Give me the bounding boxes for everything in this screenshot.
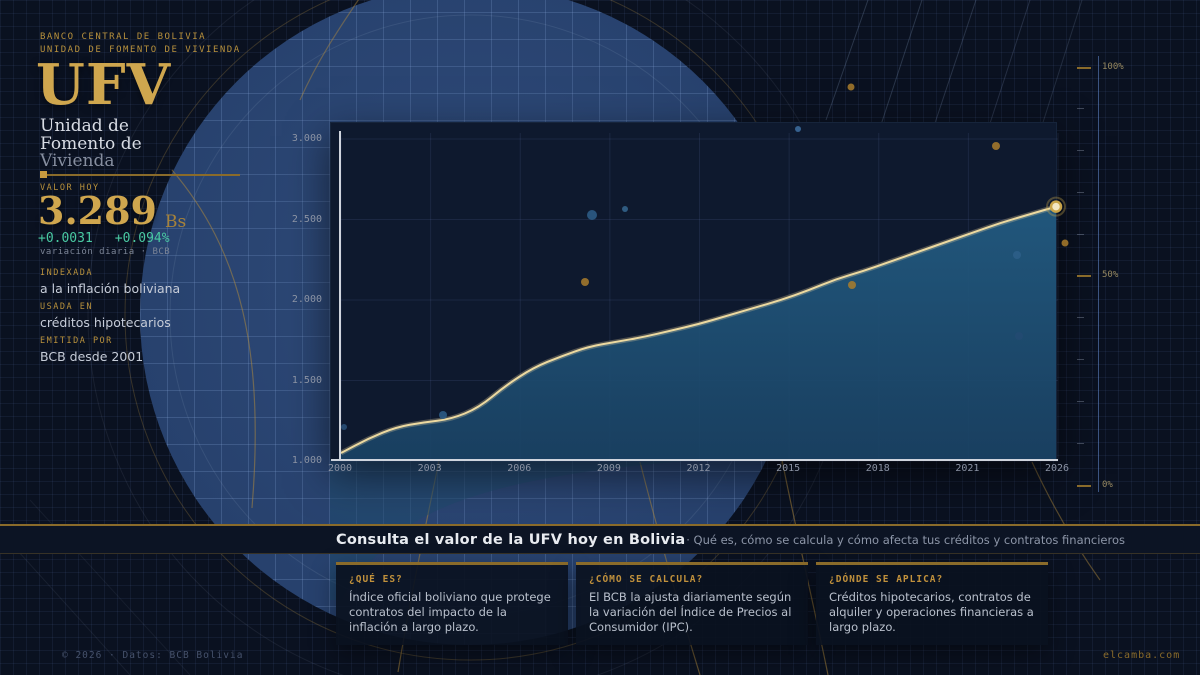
- y-tick-label: 1.500: [291, 374, 322, 386]
- ruler-minor-tick: [1077, 443, 1084, 444]
- fact-text: a la inflación boliviana: [40, 281, 181, 296]
- ufv-current-value: 3.289: [38, 188, 157, 233]
- full-name-line1: Unidad de: [40, 116, 129, 136]
- info-card: ¿DÓNDE SE APLICA? Créditos hipotecarios, …: [816, 562, 1048, 645]
- x-tick-label: 2021: [955, 463, 980, 474]
- card-body: Créditos hipotecarios, contratos de alqu…: [829, 590, 1034, 635]
- fact-label: USADA EN: [40, 302, 93, 312]
- fact-item: USADA EN créditos hipotecarios: [40, 302, 171, 330]
- currency-unit: Bs: [165, 212, 187, 232]
- daily-variation: +0.0031 +0.094%: [38, 231, 170, 246]
- x-tick-label: 2003: [417, 463, 442, 474]
- card-title: ¿QUÉ ES?: [349, 574, 403, 585]
- fact-label: INDEXADA: [40, 268, 93, 278]
- fact-item: EMITIDA POR BCB desde 2001: [40, 336, 143, 364]
- card-title: ¿DÓNDE SE APLICA?: [829, 574, 944, 585]
- x-tick-label: 2012: [686, 463, 711, 474]
- y-tick-label: 2.500: [291, 213, 322, 225]
- value-label: VALOR HOY: [40, 183, 100, 193]
- site-watermark: elcamba.com: [1103, 650, 1181, 661]
- ruler-major-tick: [1077, 275, 1091, 277]
- ruler-major-tick: [1077, 67, 1091, 69]
- x-tick-label: 2000: [327, 463, 353, 474]
- ruler-major-tick: [1077, 485, 1091, 487]
- x-tick-label: 2026: [1044, 463, 1070, 474]
- x-tick-label: 2018: [865, 463, 890, 474]
- org-name: BANCO CENTRAL DE BOLIVIA: [40, 32, 207, 42]
- x-tick-label: 2006: [507, 463, 532, 474]
- card-body: Índice oficial boliviano que protege con…: [349, 590, 551, 635]
- x-tick-label: 2009: [596, 463, 621, 474]
- card-body: El BCB la ajusta diariamente según la va…: [589, 590, 792, 635]
- ufv-history-chart: [330, 122, 1066, 462]
- info-card: ¿CÓMO SE CALCULA? El BCB la ajusta diaria…: [576, 562, 808, 645]
- ruler-line: [1098, 56, 1099, 492]
- full-name-line2: Fomento de: [40, 133, 142, 154]
- variation-caption: variación diaria · BCB: [40, 247, 171, 257]
- ruler-label: 100%: [1102, 62, 1124, 72]
- ruler-minor-tick: [1077, 401, 1084, 402]
- divider-rule: [40, 171, 240, 178]
- y-tick-label: 2.000: [291, 294, 322, 305]
- full-name: Unidad de Fomento de Vivienda: [40, 116, 142, 171]
- ruler-minor-tick: [1077, 192, 1084, 193]
- card-title: ¿CÓMO SE CALCULA?: [589, 574, 704, 585]
- fact-label: EMITIDA POR: [40, 336, 113, 346]
- chart-canvas: [331, 131, 1066, 462]
- full-name-line3: Vivienda: [40, 151, 115, 171]
- x-tick-label: 2015: [776, 463, 801, 474]
- ruler-minor-tick: [1077, 317, 1084, 318]
- ruler-label: 0%: [1102, 480, 1113, 490]
- copyright-text: © 2026 · Datos: BCB Bolivia: [62, 650, 244, 661]
- bottom-banner: Consulta el valor de la UFV hoy en Boliv…: [0, 524, 1200, 554]
- banner-title: Consulta el valor de la UFV hoy en Boliv…: [336, 531, 686, 548]
- ruler-minor-tick: [1077, 359, 1084, 360]
- fact-item: INDEXADA a la inflación boliviana: [40, 268, 180, 296]
- info-card: ¿QUÉ ES? Índice oficial boliviano que pro…: [336, 562, 568, 645]
- ruler-minor-tick: [1077, 234, 1084, 235]
- fact-text: BCB desde 2001: [40, 349, 144, 364]
- page-title: UFV: [36, 52, 172, 118]
- org-subname: UNIDAD DE FOMENTO DE VIVIENDA: [40, 45, 241, 55]
- ruler-minor-tick: [1077, 108, 1084, 109]
- variation-percent: +0.094%: [114, 231, 170, 246]
- y-tick-label: 3.000: [291, 133, 322, 144]
- variation-absolute: +0.0031: [38, 231, 93, 246]
- y-tick-label: 1.000: [291, 455, 322, 466]
- ruler-minor-tick: [1077, 150, 1084, 151]
- fact-text: créditos hipotecarios: [40, 315, 171, 330]
- banner-subtitle: · Qué es, cómo se calcula y cómo afecta …: [686, 532, 1125, 547]
- ruler-label: 50%: [1102, 270, 1119, 280]
